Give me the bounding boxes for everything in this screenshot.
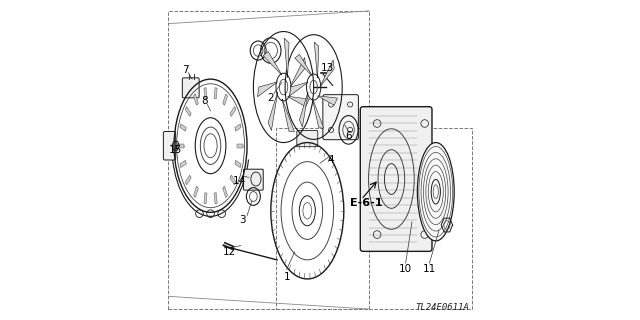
Text: 2: 2 [268, 93, 274, 103]
Polygon shape [179, 144, 184, 148]
Polygon shape [300, 92, 308, 127]
Polygon shape [320, 60, 334, 87]
Polygon shape [185, 107, 191, 116]
FancyBboxPatch shape [360, 107, 432, 252]
Text: 6: 6 [345, 131, 352, 141]
Polygon shape [289, 82, 308, 96]
Polygon shape [314, 42, 319, 78]
FancyBboxPatch shape [323, 95, 358, 140]
Polygon shape [235, 124, 241, 131]
Polygon shape [287, 96, 309, 107]
Polygon shape [223, 94, 228, 105]
Polygon shape [193, 186, 198, 197]
Polygon shape [317, 96, 337, 105]
Polygon shape [282, 99, 294, 132]
Polygon shape [284, 38, 289, 77]
Polygon shape [223, 186, 228, 197]
Polygon shape [290, 58, 306, 87]
Text: 14: 14 [232, 176, 246, 186]
Text: 7: 7 [182, 65, 189, 75]
Text: 15: 15 [169, 146, 182, 156]
Polygon shape [214, 193, 217, 204]
Polygon shape [204, 193, 207, 204]
Text: TL24E0611A: TL24E0611A [415, 303, 469, 312]
Polygon shape [230, 175, 236, 185]
Polygon shape [193, 94, 198, 105]
Polygon shape [237, 144, 243, 148]
Polygon shape [214, 88, 217, 99]
FancyBboxPatch shape [182, 78, 199, 98]
Polygon shape [295, 54, 312, 76]
Polygon shape [204, 88, 207, 99]
Polygon shape [185, 175, 191, 185]
Polygon shape [263, 52, 282, 75]
FancyBboxPatch shape [297, 131, 318, 147]
FancyBboxPatch shape [244, 169, 263, 190]
Polygon shape [180, 124, 186, 131]
Text: 4: 4 [328, 155, 335, 165]
Polygon shape [268, 92, 278, 131]
Text: E-6-1: E-6-1 [350, 198, 383, 208]
Polygon shape [312, 98, 324, 128]
Ellipse shape [417, 142, 454, 241]
Text: 1: 1 [284, 272, 290, 282]
FancyBboxPatch shape [163, 132, 175, 160]
Polygon shape [180, 160, 186, 168]
Polygon shape [235, 160, 241, 168]
Text: 13: 13 [321, 63, 335, 73]
Text: 8: 8 [201, 96, 207, 106]
Polygon shape [230, 107, 236, 116]
Text: 3: 3 [239, 215, 246, 225]
Text: 10: 10 [399, 264, 412, 275]
Text: 12: 12 [223, 247, 236, 257]
Text: 11: 11 [423, 264, 436, 275]
Polygon shape [257, 82, 278, 97]
